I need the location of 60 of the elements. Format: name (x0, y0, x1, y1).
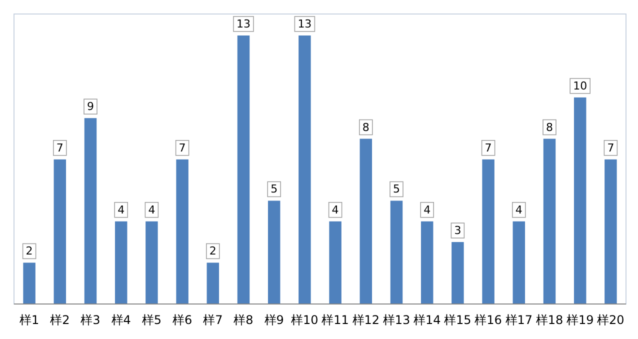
data-label: 4 (148, 203, 156, 216)
data-label: 2 (26, 244, 33, 258)
data-label: 5 (270, 182, 278, 196)
bar (360, 138, 372, 304)
x-tick-label: 样2 (50, 313, 70, 327)
x-tick-label: 样7 (203, 313, 223, 327)
data-label: 8 (362, 120, 370, 134)
x-tick-label: 样19 (566, 313, 594, 327)
bar (390, 200, 403, 304)
data-label: 7 (178, 141, 186, 154)
x-tick-label: 样8 (234, 313, 254, 327)
bar (452, 242, 464, 304)
data-label: 7 (484, 141, 492, 154)
x-tick-label: 样1 (19, 313, 40, 327)
x-tick-label: 样11 (322, 313, 349, 327)
data-label: 4 (424, 203, 431, 216)
x-tick-label: 样16 (474, 313, 502, 327)
x-tick-label: 样17 (505, 313, 533, 327)
x-tick-label: 样5 (142, 313, 162, 327)
x-tick-label: 样10 (291, 313, 318, 327)
data-label: 13 (236, 17, 250, 30)
x-tick-label: 样3 (80, 313, 100, 327)
x-tick-label: 样4 (111, 313, 131, 327)
x-tick-label: 样14 (413, 313, 441, 327)
bar (574, 97, 586, 304)
bar (512, 221, 526, 304)
data-label: 5 (393, 182, 400, 196)
bar (482, 159, 494, 304)
x-tick-label: 样6 (172, 313, 192, 327)
x-tick-label: 样13 (382, 313, 410, 327)
x-tick-label: 样20 (597, 313, 624, 327)
data-label: 8 (546, 120, 553, 134)
bar (23, 262, 36, 304)
data-label: 9 (87, 100, 94, 114)
bar (84, 118, 97, 304)
data-label: 7 (56, 141, 64, 154)
data-label: 2 (209, 244, 216, 258)
bar (604, 159, 617, 304)
data-label: 7 (607, 141, 614, 154)
x-tick-label: 样12 (352, 313, 380, 327)
bar (176, 159, 188, 304)
bar (54, 159, 66, 304)
bar (237, 35, 250, 304)
x-tick-label: 样18 (536, 313, 564, 327)
bar (268, 200, 280, 304)
data-label: 4 (118, 203, 125, 216)
data-label: 4 (515, 203, 522, 216)
data-label: 3 (454, 224, 462, 238)
data-label: 4 (332, 203, 339, 216)
bar (420, 221, 434, 304)
bar (206, 262, 220, 304)
bar (146, 221, 158, 304)
bar (298, 35, 311, 304)
x-tick-label: 样15 (444, 313, 472, 327)
x-tick-label: 样9 (264, 313, 284, 327)
bar (114, 221, 128, 304)
bar (329, 221, 342, 304)
data-label: 10 (573, 79, 588, 92)
data-label: 13 (298, 17, 312, 30)
bar (543, 138, 556, 304)
